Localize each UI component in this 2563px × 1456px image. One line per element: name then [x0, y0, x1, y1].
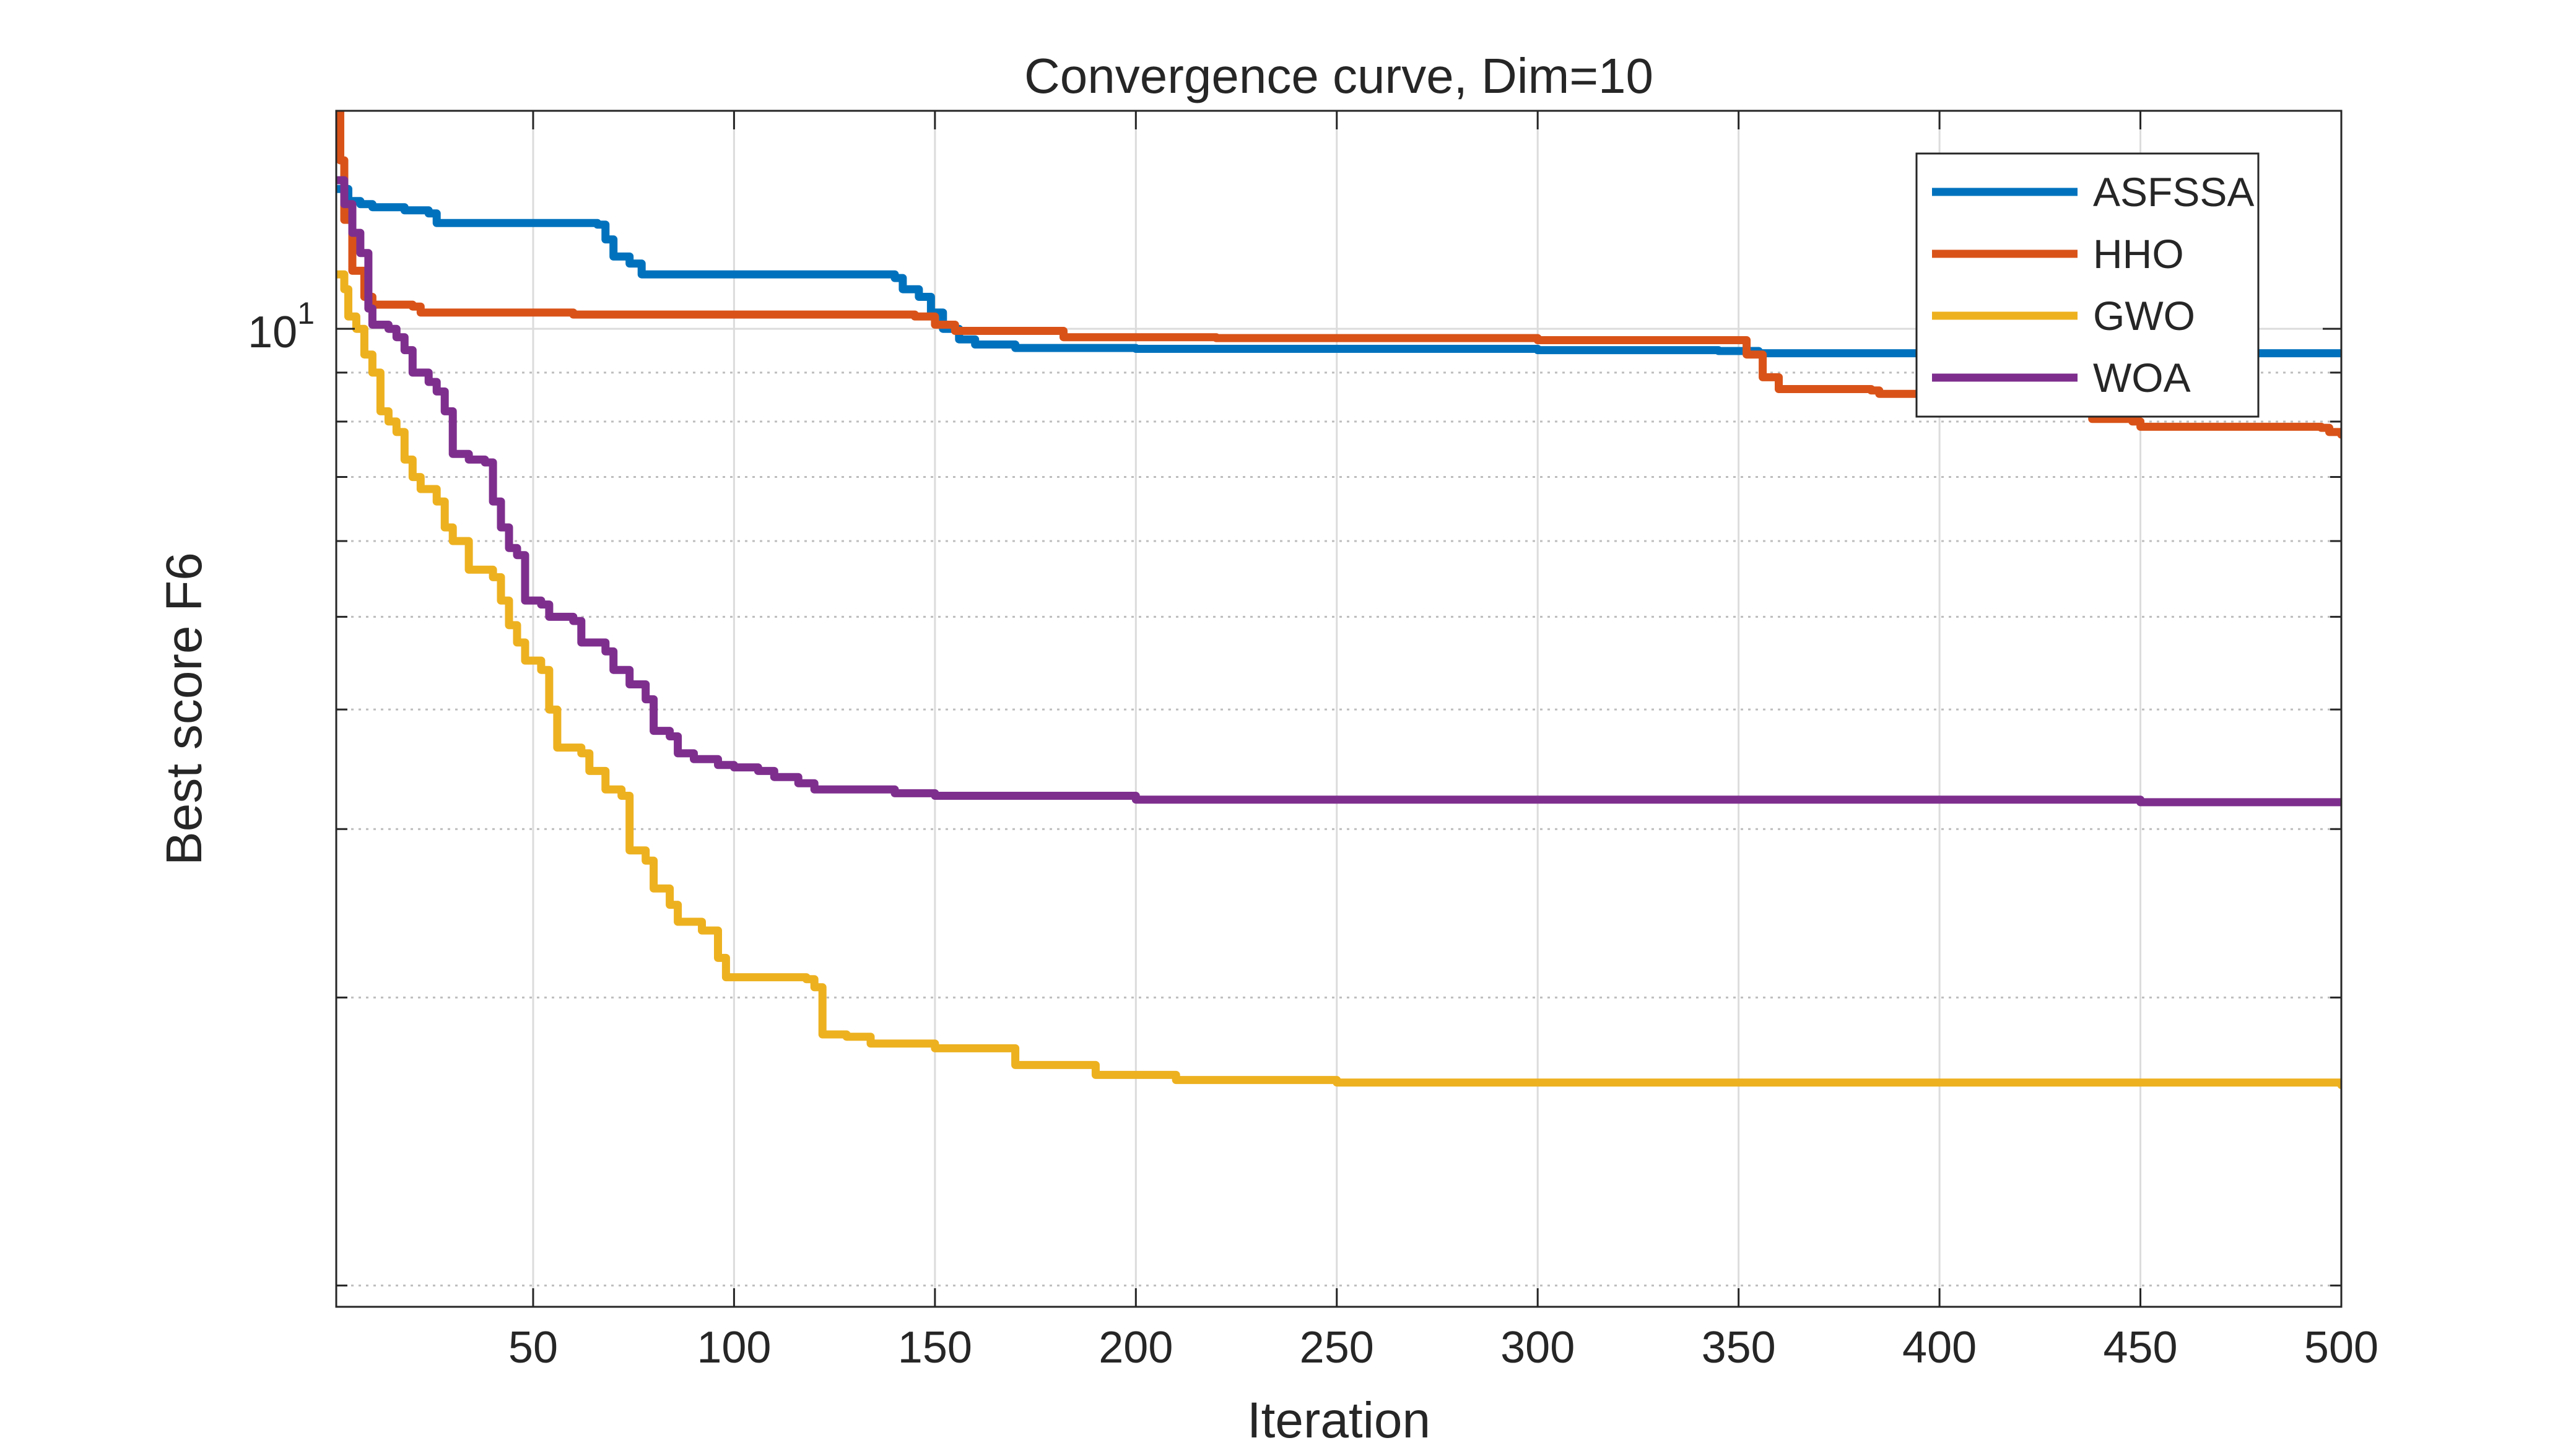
- y-axis-label: Best score F6: [156, 552, 212, 865]
- y-tick-label-base: 10: [248, 308, 297, 357]
- x-tick-label: 350: [1702, 1323, 1776, 1372]
- x-tick-label: 200: [1099, 1323, 1173, 1372]
- x-tick-label: 450: [2103, 1323, 2177, 1372]
- legend: ASFSSA HHO GWO WOA: [1915, 152, 2260, 418]
- legend-label-hho: HHO: [2093, 231, 2184, 277]
- x-tick-label: 100: [697, 1323, 771, 1372]
- legend-label-gwo: GWO: [2093, 293, 2195, 339]
- x-tick-label: 500: [2304, 1323, 2378, 1372]
- legend-box: [1915, 152, 2260, 418]
- x-tick-label: 300: [1500, 1323, 1575, 1372]
- x-tick-label: 400: [1902, 1323, 1977, 1372]
- x-tick-label: 50: [508, 1323, 558, 1372]
- x-tick-label: 250: [1300, 1323, 1374, 1372]
- x-tick-label: 150: [898, 1323, 972, 1372]
- grid-layer: [336, 111, 2343, 1307]
- tick-layer: 50 100 150 200 250 300 350 400 450 500 101: [248, 111, 2378, 1372]
- series-layer: [336, 111, 2341, 1090]
- legend-label-asfssa: ASFSSA: [2093, 169, 2254, 215]
- series-line-asfssa: [336, 184, 2341, 358]
- x-axis-label: Iteration: [1247, 1392, 1430, 1449]
- y-tick-label: 101: [248, 296, 315, 357]
- series-line-woa: [336, 176, 2341, 807]
- y-tick-label-exponent: 1: [297, 296, 315, 331]
- chart-title: Convergence curve, Dim=10: [1024, 48, 1653, 103]
- series-line-gwo: [336, 270, 2341, 1090]
- legend-label-woa: WOA: [2093, 355, 2191, 401]
